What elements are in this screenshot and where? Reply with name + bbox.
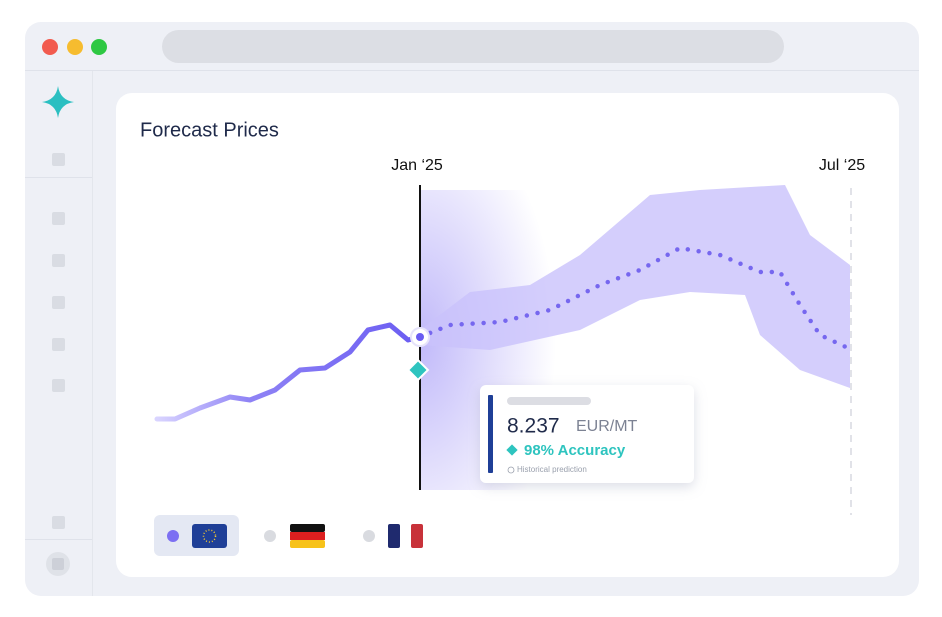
nav-icon[interactable]	[52, 212, 65, 225]
accuracy-icon	[506, 444, 518, 456]
confidence-band	[420, 185, 850, 388]
accuracy-marker[interactable]	[406, 358, 430, 382]
divider	[25, 70, 919, 71]
tooltip	[480, 385, 694, 483]
nav-icon[interactable]	[52, 296, 65, 309]
legend-dot	[264, 530, 276, 542]
maximize-button[interactable]	[91, 39, 107, 55]
info-icon	[507, 466, 515, 474]
sidebar-edge	[92, 71, 93, 596]
card-title: Forecast Prices	[140, 119, 279, 141]
legend-dot	[363, 530, 375, 542]
flag-fr[interactable]	[388, 524, 400, 548]
avatar-icon	[52, 558, 64, 570]
flag-eu[interactable]	[192, 524, 227, 548]
nav-icon[interactable]	[52, 153, 65, 166]
tooltip-accent	[488, 395, 493, 473]
end-label: Jul ‘25	[819, 157, 865, 174]
divider	[25, 177, 92, 178]
nav-icon[interactable]	[52, 379, 65, 392]
nav-icon[interactable]	[52, 516, 65, 529]
tooltip-value: 8.237	[507, 415, 560, 438]
flag-de-gold	[290, 540, 325, 548]
divider	[25, 539, 92, 540]
current-point-dot	[416, 333, 424, 341]
tooltip-note: Historical prediction	[517, 465, 587, 474]
flag-de[interactable]	[290, 524, 325, 532]
start-label: Jan ‘25	[391, 157, 443, 174]
flag-fr-white	[400, 524, 411, 548]
address-bar[interactable]	[162, 30, 784, 63]
legend-dot	[167, 530, 179, 542]
minimize-button[interactable]	[67, 39, 83, 55]
flag-fr-red	[411, 524, 423, 548]
close-button[interactable]	[42, 39, 58, 55]
logo[interactable]	[42, 86, 74, 118]
nav-icon[interactable]	[52, 338, 65, 351]
tooltip-unit: EUR/MT	[576, 418, 638, 435]
placeholder	[507, 397, 591, 405]
tooltip-accuracy: 98% Accuracy	[524, 442, 626, 459]
flag-de-red	[290, 532, 325, 540]
nav-icon[interactable]	[52, 254, 65, 267]
eu-stars	[202, 529, 217, 543]
history-line	[154, 322, 423, 422]
